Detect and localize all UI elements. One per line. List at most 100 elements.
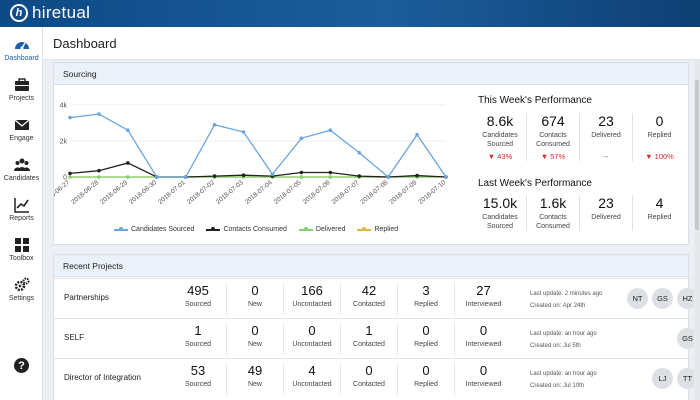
project-stat-replied[interactable]: 0 Replied [398, 363, 455, 395]
help-icon[interactable]: ? [14, 358, 29, 373]
project-stat-interviewed[interactable]: 27 Interviewed [455, 283, 512, 315]
this-week-sourced[interactable]: 8.6k Candidates Sourced ▼ 43% [474, 113, 527, 161]
stat-value: 3 [422, 283, 430, 298]
stat-value: 0 [422, 363, 430, 378]
this-week-delivered[interactable]: 23 Delivered -- [580, 113, 633, 161]
project-stat-uncontacted[interactable]: 166 Uncontacted [284, 283, 341, 315]
stat-value: 4 [655, 195, 664, 211]
avatar[interactable]: NT [627, 288, 648, 309]
project-members: NT GS HZ [627, 288, 698, 309]
stat-value: 0 [365, 363, 373, 378]
data-point-candidates-sourced [97, 112, 101, 116]
legend-item[interactable]: Replied [357, 226, 398, 233]
data-point-contacts-consumed [97, 168, 101, 173]
sidebar-item-reports[interactable]: Reports [0, 195, 43, 231]
stat-value: 0 [655, 113, 664, 129]
this-week-contacts[interactable]: 674 Contacts Consumed ▼ 57% [527, 113, 580, 161]
data-point-delivered [68, 175, 72, 179]
project-stat-sourced[interactable]: 1 Sourced [170, 323, 227, 355]
x-tick-label: 2018-07-09 [388, 179, 418, 206]
x-tick-label: 2018-07-03 [215, 179, 245, 206]
stat-label: Sourced [184, 381, 212, 388]
stat-value: 495 [187, 283, 209, 298]
data-point-candidates-sourced [357, 150, 362, 155]
stat-label: Contacts Consumed [536, 132, 570, 148]
sidebar-item-candidates[interactable]: Candidates [0, 155, 43, 191]
sidebar-item-label: Projects [8, 95, 35, 102]
avatar[interactable]: LJ [652, 368, 673, 389]
project-stat-replied[interactable]: 0 Replied [398, 323, 455, 355]
sidebar-item-projects[interactable]: Projects [0, 75, 43, 111]
project-stat-new[interactable]: 0 New [227, 283, 284, 315]
app-logo[interactable]: h hiretual [10, 3, 90, 23]
last-week-sourced[interactable]: 15.0k Candidates Sourced [474, 195, 527, 231]
project-stat-new[interactable]: 0 New [227, 323, 284, 355]
project-stat-replied[interactable]: 3 Replied [398, 283, 455, 315]
project-row[interactable]: Partnerships 495 Sourced 0 New 166 Uncontac… [54, 278, 700, 318]
project-stat-contacted[interactable]: 42 Contacted [341, 283, 398, 315]
project-stat-contacted[interactable]: 0 Contacted [341, 363, 398, 395]
legend-item[interactable]: Delivered [298, 226, 346, 233]
stat-value: 0 [251, 283, 259, 298]
chart-legend: Candidates Sourced Contacts Consumed Deliv… [114, 226, 398, 233]
stat-value: 4 [308, 363, 316, 378]
project-stat-sourced[interactable]: 495 Sourced [170, 283, 227, 315]
project-stat-interviewed[interactable]: 0 Interviewed [455, 363, 512, 395]
stat-value: 0 [479, 323, 488, 338]
legend-item[interactable]: Contacts Consumed [206, 226, 287, 233]
sidebar-item-engage[interactable]: Engage [0, 115, 43, 151]
last-week-contacts[interactable]: 1.6k Contacts Consumed [527, 195, 580, 231]
stat-label: Replied [414, 381, 438, 388]
sidebar-item-label: Settings [8, 295, 35, 302]
stat-value: 1 [365, 323, 373, 338]
sidebar: Dashboard Projects Engage Candidates Rep… [0, 27, 43, 400]
sidebar-item-settings[interactable]: Settings [0, 275, 43, 311]
project-stat-contacted[interactable]: 1 Contacted [341, 323, 398, 355]
avatar[interactable]: HZ [677, 288, 698, 309]
avatar[interactable]: GS [652, 288, 673, 309]
data-point-candidates-sourced [270, 172, 275, 177]
legend-item[interactable]: Candidates Sourced [114, 226, 194, 233]
project-row[interactable]: Director of Integration 53 Sourced 49 New … [54, 358, 700, 398]
stat-label: Replied [647, 132, 672, 139]
legend-swatch [298, 226, 313, 231]
project-stat-interviewed[interactable]: 0 Interviewed [455, 323, 512, 355]
series-line-candidates-sourced [69, 113, 447, 178]
project-name[interactable]: Partnerships [64, 293, 109, 302]
project-row[interactable]: SELF 1 Sourced 0 New 0 Uncontacted 1 Contact… [54, 318, 700, 358]
data-point-candidates-sourced [68, 115, 72, 120]
stat-value: 23 [598, 195, 614, 211]
data-point-contacts-consumed [299, 170, 304, 175]
stat-change: ▼ 43% [487, 152, 513, 161]
project-name[interactable]: SELF [64, 333, 85, 342]
stat-value: 0 [251, 323, 259, 338]
project-stat-new[interactable]: 49 New [227, 363, 284, 395]
avatar[interactable]: TT [677, 368, 698, 389]
sourcing-panel: Sourcing 4k 2k 0 2018-06-27 2018-06-28 2018-0… [53, 62, 689, 245]
legend-label: Delivered [315, 226, 346, 233]
sidebar-item-toolbox[interactable]: Toolbox [0, 235, 43, 271]
project-stat-sourced[interactable]: 53 Sourced [170, 363, 227, 395]
data-point-candidates-sourced [386, 175, 390, 179]
last-update: Last update: 2 minutes ago [530, 291, 603, 297]
last-week-delivered[interactable]: 23 Delivered [580, 195, 633, 231]
x-tick-label: 2018-06-29 [99, 179, 129, 206]
last-week-replied[interactable]: 4 Replied [633, 195, 686, 231]
stat-change: ▼ 100% [645, 152, 674, 161]
page-scrollbar[interactable] [694, 60, 700, 400]
project-stat-uncontacted[interactable]: 4 Uncontacted [284, 363, 341, 395]
sidebar-item-dashboard[interactable]: Dashboard [0, 35, 43, 71]
data-point-contacts-consumed [212, 174, 217, 178]
data-point-delivered [328, 175, 333, 179]
y-tick-label: 2k [60, 139, 68, 146]
project-stat-uncontacted[interactable]: 0 Uncontacted [284, 323, 341, 355]
recent-projects-title: Recent Projects [54, 255, 688, 277]
avatar[interactable]: GS [677, 328, 698, 349]
data-point-candidates-sourced [241, 130, 246, 134]
scrollbar-thumb[interactable] [695, 80, 699, 230]
project-name[interactable]: Director of Integration [64, 373, 141, 382]
created-on: Created on: Jul 5th [530, 343, 581, 349]
logo-text: hiretual [32, 3, 91, 22]
this-week-replied[interactable]: 0 Replied ▼ 100% [633, 113, 686, 161]
stat-label: Sourced [184, 341, 212, 348]
